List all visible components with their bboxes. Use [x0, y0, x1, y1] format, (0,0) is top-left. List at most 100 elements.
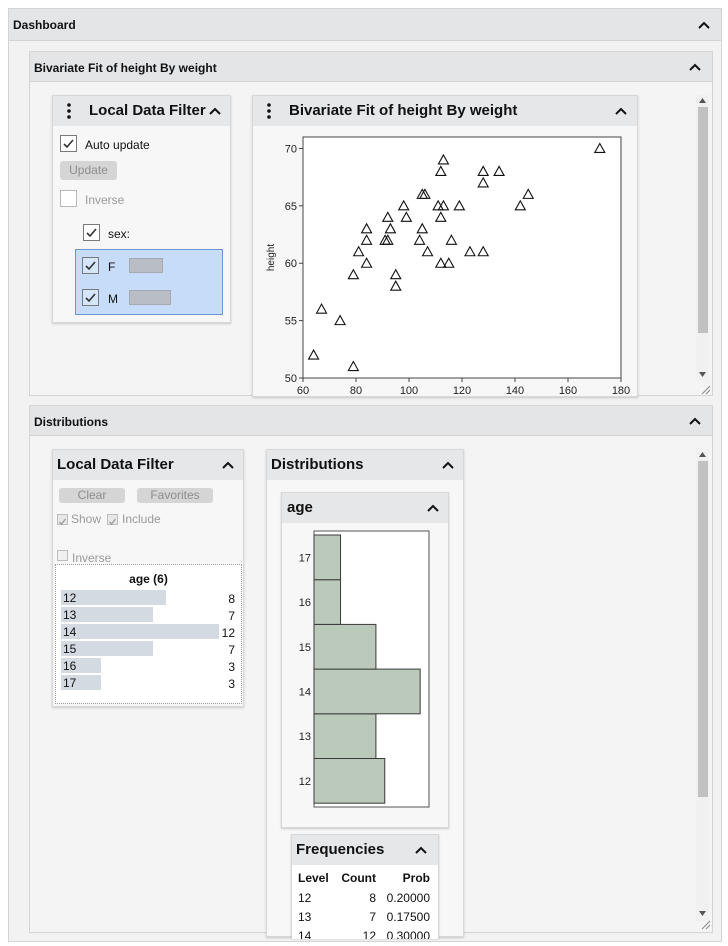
include-checkbox[interactable]: [107, 514, 118, 525]
favorites-button[interactable]: Favorites: [137, 488, 213, 503]
clear-button[interactable]: Clear: [59, 488, 125, 503]
inverse-label: Inverse: [85, 193, 125, 207]
chevron-up-icon[interactable]: [414, 845, 428, 855]
check-icon: [59, 518, 67, 525]
age-report-card: age 12 13 14 15 16 17: [281, 492, 449, 828]
frequencies-header-row: Level Count Prob: [298, 868, 430, 888]
dashboard-panel: Dashboard Bivariate Fit of height By wei…: [8, 8, 722, 942]
list-item[interactable]: 12 8: [61, 590, 237, 606]
bivariate-scrollbar[interactable]: [696, 95, 709, 381]
y-tick-label: 55: [285, 316, 297, 328]
data-point: [418, 188, 431, 199]
list-item[interactable]: 16 3: [61, 658, 237, 674]
sex-column-checkbox[interactable]: [83, 224, 100, 241]
category-label: 15: [299, 642, 311, 654]
list-item[interactable]: 17 3: [61, 675, 237, 691]
data-point: [307, 348, 320, 360]
data-point: [464, 245, 476, 257]
age-filter-title: Local Data Filter: [57, 456, 174, 473]
show-checkbox[interactable]: [57, 514, 68, 525]
distributions-panel: Distributions Local Data Filter Clear Fa…: [29, 405, 713, 939]
age-histogram[interactable]: 12 13 14 15 16 17: [282, 523, 448, 809]
level-m-label: M: [108, 292, 118, 306]
list-item[interactable]: 13 7: [61, 607, 237, 623]
y-axis-title: height: [266, 244, 277, 271]
count-cell: 8: [369, 890, 376, 905]
data-point: [493, 165, 506, 176]
scroll-up-icon[interactable]: [698, 97, 707, 104]
scroll-up-icon[interactable]: [698, 451, 707, 458]
update-button[interactable]: Update: [60, 161, 117, 180]
prob-cell: 0.30000: [386, 928, 430, 940]
level-m-checkbox[interactable]: [82, 289, 99, 306]
level-label: 14: [63, 625, 77, 639]
chevron-up-icon[interactable]: [208, 106, 222, 116]
distributions-report-card: Distributions age 12 13 14 15 16 17 Frequenci…: [266, 449, 464, 940]
prob-cell: 0.20000: [386, 890, 430, 905]
histogram-bar: [313, 623, 377, 670]
level-f-checkbox[interactable]: [82, 257, 99, 274]
level-column-header: Level: [298, 871, 329, 885]
data-point: [347, 268, 360, 280]
distributions-panel-header[interactable]: Distributions: [30, 406, 712, 436]
bivariate-panel-header[interactable]: Bivariate Fit of height By weight: [30, 52, 712, 82]
x-tick-label: 120: [453, 385, 471, 396]
inverse-label: Inverse: [72, 551, 112, 565]
check-icon: [63, 139, 74, 149]
data-point: [434, 165, 447, 176]
distributions-scrollbar[interactable]: [696, 449, 709, 921]
histogram-bar: [313, 579, 342, 625]
resize-grip-icon[interactable]: [700, 384, 711, 395]
chevron-up-icon[interactable]: [221, 460, 235, 470]
data-point: [413, 234, 426, 245]
level-label: 17: [63, 676, 77, 690]
bivariate-scroll-thumb[interactable]: [698, 107, 708, 333]
list-item[interactable]: 15 7: [61, 641, 237, 657]
distributions-report-header: Distributions: [267, 450, 463, 480]
scroll-down-icon[interactable]: [698, 910, 707, 917]
data-point: [389, 280, 402, 291]
level-count: 3: [228, 660, 235, 674]
kebab-menu-icon[interactable]: [67, 103, 71, 119]
y-tick-label: 50: [285, 373, 297, 385]
chevron-up-icon[interactable]: [688, 62, 702, 72]
x-tick-label: 100: [400, 385, 418, 396]
data-point: [445, 234, 458, 245]
data-point: [347, 360, 360, 372]
x-tick-label: 140: [506, 385, 524, 396]
dashboard-title: Dashboard: [13, 18, 76, 32]
level-bar: [61, 624, 219, 639]
data-point: [421, 245, 434, 257]
scatter-plot[interactable]: 60 80 100 120 140 160 180 50 55 60 65 70 height: [253, 126, 637, 396]
table-row: 14 12 0.30000: [298, 926, 430, 940]
data-point: [522, 188, 535, 199]
chevron-up-icon[interactable]: [426, 503, 440, 513]
prob-column-header: Prob: [402, 871, 430, 885]
chevron-up-icon[interactable]: [441, 460, 455, 470]
check-icon: [85, 261, 96, 271]
chevron-up-icon[interactable]: [697, 20, 711, 30]
local-data-filter-title: Local Data Filter: [89, 102, 206, 119]
scroll-down-icon[interactable]: [698, 371, 707, 378]
histogram-bar: [313, 713, 377, 760]
distributions-scroll-thumb[interactable]: [698, 461, 708, 797]
bivariate-report-header: Bivariate Fit of height By weight: [253, 96, 637, 126]
chevron-up-icon[interactable]: [688, 416, 702, 426]
count-cell: 7: [369, 909, 376, 924]
level-cell: 13: [298, 909, 312, 924]
age-level-list[interactable]: age (6) 12 8 13 7 14 12 15 7 16 3 17 3: [55, 564, 242, 704]
data-point: [389, 268, 402, 280]
list-item[interactable]: 14 12: [61, 624, 237, 640]
chevron-up-icon[interactable]: [614, 106, 628, 116]
inverse-checkbox[interactable]: [57, 550, 68, 561]
data-point: [381, 234, 394, 245]
auto-update-checkbox[interactable]: [60, 135, 77, 152]
kebab-menu-icon[interactable]: [267, 103, 271, 119]
plot-frame: [302, 136, 622, 379]
count-column-header: Count: [341, 871, 376, 885]
dashboard-header[interactable]: Dashboard: [9, 9, 721, 41]
resize-grip-icon[interactable]: [700, 919, 711, 930]
sex-column-label: sex:: [108, 227, 131, 241]
data-point: [434, 211, 447, 222]
inverse-checkbox[interactable]: [60, 190, 77, 207]
